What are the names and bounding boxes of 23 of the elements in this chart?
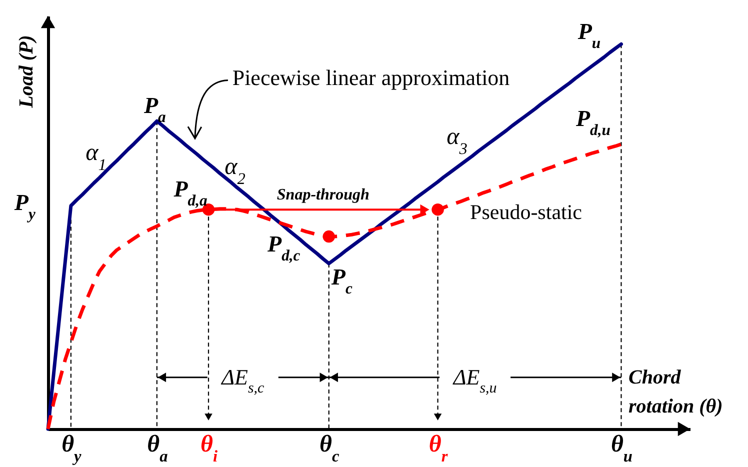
annotation: Pseudo-static: [470, 200, 582, 224]
y-axis-title: Load (P): [16, 35, 38, 109]
x-tick-label: θ$_{r}$: [428, 432, 448, 465]
annotation: P$_{d,c}$: [266, 232, 300, 264]
x-tick-label: θ$_{u}$: [610, 432, 632, 465]
annotation: ΔE$_{s,u}$: [452, 364, 497, 396]
x-axis-title: Chord rotation (θ): [628, 366, 723, 418]
annotation: P$_{a}$: [142, 93, 166, 126]
x-tick-label: θ$_{a}$: [147, 432, 168, 465]
annotation: Piecewise linear approximation: [232, 65, 510, 90]
annotation: Snap-through: [276, 186, 370, 204]
annotation: P$_{d,a}$: [172, 176, 208, 210]
annotation: P$_{d,u}$: [574, 106, 611, 139]
annotation: P$_{c}$: [330, 264, 352, 297]
annotation: α$_{2}$: [224, 154, 246, 188]
annotation: P$_{u}$: [576, 19, 601, 52]
annotation: ΔE$_{s,c}$: [220, 364, 265, 396]
annotation: α$_{1}$: [86, 140, 106, 174]
annotation: α$_{3}$: [446, 124, 468, 158]
x-tick-label: θ$_{c}$: [320, 432, 340, 465]
x-tick-label: θ$_{y}$: [62, 432, 82, 465]
annotation: P$_{y}$: [13, 190, 36, 222]
x-tick-label: θ$_{i}$: [200, 432, 218, 465]
